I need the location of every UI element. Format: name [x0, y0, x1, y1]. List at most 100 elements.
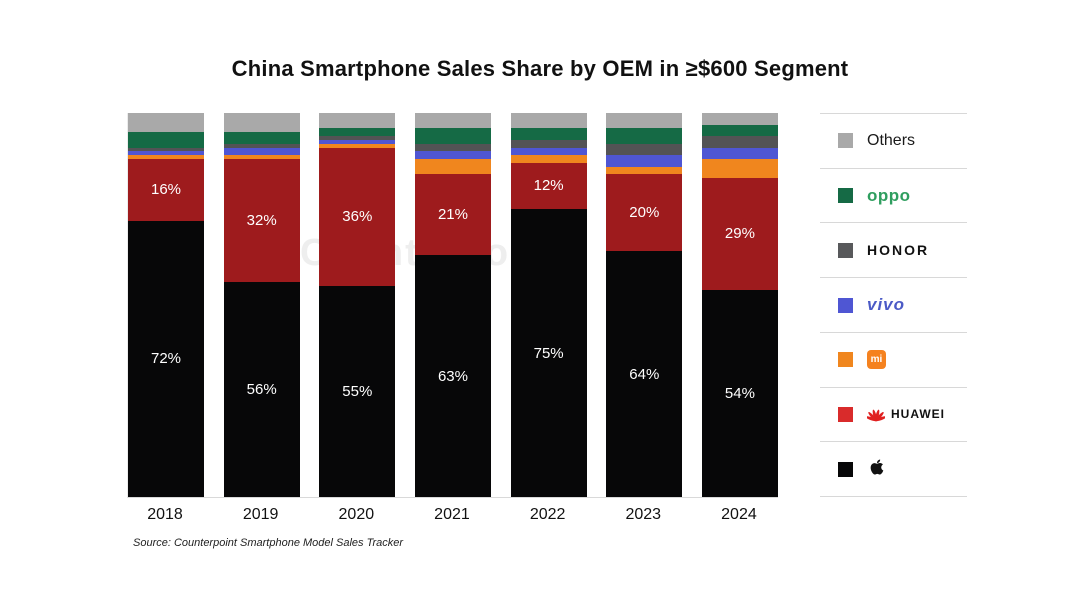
segment-vivo-2023	[606, 155, 683, 167]
segment-oppo-2020	[319, 128, 396, 137]
legend-swatch-honor	[838, 242, 853, 258]
legend-swatch-vivo	[838, 297, 853, 313]
segment-mi-2019	[223, 155, 300, 160]
legend-swatch-apple	[838, 461, 853, 477]
segment-others-2023	[606, 113, 683, 129]
segment-apple-2021: 63%	[414, 255, 491, 497]
segment-value-label: 63%	[437, 367, 468, 385]
segment-mi-2022	[510, 155, 587, 163]
bar-2019: 56% 32%	[223, 113, 300, 497]
segment-value-label: 75%	[533, 344, 564, 362]
segment-others-2024	[701, 113, 778, 125]
segment-value-label: 55%	[342, 382, 373, 400]
segment-huawei-2023: 20%	[606, 174, 683, 252]
segment-apple-2020: 55%	[319, 285, 396, 497]
x-label-2023: 2023	[625, 506, 662, 523]
segment-honor-2024	[701, 136, 778, 148]
segment-others-2019	[223, 113, 300, 133]
segment-huawei-2024: 29%	[701, 178, 778, 290]
segment-value-label: 16%	[150, 181, 182, 199]
bar-2022: 75% 12%	[510, 113, 587, 497]
x-axis-labels: 2018 2019 2020 2021 2022 2023 2024	[127, 506, 777, 524]
bars: 72% 16% 56% 32% 55% 36% 63% 21% 75% 12% 64% 20% 54% 2…	[128, 113, 778, 497]
segment-huawei-2021: 21%	[414, 174, 491, 256]
legend-item-oppo: oppo	[820, 167, 967, 223]
segment-honor-2019	[223, 143, 300, 148]
legend-swatch-others	[838, 133, 853, 149]
bar-2020: 55% 36%	[319, 113, 396, 497]
chart-title: China Smartphone Sales Share by OEM in ≥…	[231, 56, 849, 81]
huawei-brand: HUAWEI	[867, 407, 945, 422]
segment-oppo-2018	[128, 132, 204, 148]
segment-apple-2018: 72%	[128, 220, 204, 497]
segment-huawei-2018: 16%	[128, 159, 204, 221]
segment-honor-2021	[414, 143, 491, 152]
legend: Others oppo HONOR vivo mi HUAWEI	[820, 113, 967, 498]
legend-item-others: Others	[820, 113, 967, 168]
segment-value-label: 12%	[533, 177, 564, 195]
legend-item-apple	[820, 441, 967, 498]
segment-honor-2018	[128, 147, 204, 152]
segment-value-label: 20%	[629, 204, 660, 222]
segment-vivo-2018	[128, 151, 204, 156]
segment-huawei-2020: 36%	[319, 147, 396, 286]
segment-value-label: 72%	[150, 350, 182, 368]
x-label-2019: 2019	[242, 506, 279, 523]
segment-value-label: 32%	[246, 212, 277, 230]
segment-honor-2020	[319, 136, 396, 140]
segment-value-label: 64%	[629, 365, 660, 383]
segment-value-label: 36%	[342, 208, 373, 226]
segment-mi-2020	[319, 143, 396, 148]
segment-value-label: 54%	[724, 384, 755, 402]
segment-others-2020	[319, 113, 396, 129]
x-label-2021: 2021	[434, 506, 470, 523]
x-label-2020: 2020	[338, 506, 375, 523]
bar-2023: 64% 20%	[606, 113, 683, 497]
segment-vivo-2021	[414, 151, 491, 160]
segment-mi-2018	[128, 155, 204, 160]
segment-value-label: 56%	[246, 380, 277, 398]
honor-wordmark: HONOR	[867, 242, 930, 259]
segment-oppo-2024	[701, 124, 778, 137]
legend-item-mi: mi	[820, 331, 967, 387]
segment-oppo-2023	[606, 128, 683, 144]
segment-oppo-2022	[510, 128, 587, 140]
bar-2018: 72% 16%	[128, 113, 204, 497]
segment-vivo-2022	[510, 147, 587, 156]
oppo-wordmark: oppo	[867, 185, 911, 205]
segment-huawei-2022: 12%	[510, 162, 587, 209]
segment-huawei-2019: 32%	[223, 159, 300, 282]
segment-mi-2021	[414, 159, 491, 175]
segment-apple-2023: 64%	[606, 251, 683, 497]
others-wordmark: Others	[867, 131, 916, 149]
legend-item-huawei: HUAWEI	[820, 386, 967, 442]
segment-value-label: 21%	[437, 206, 468, 224]
legend-swatch-oppo	[838, 188, 853, 204]
xiaomi-mi-logo-icon: mi	[867, 350, 886, 370]
segment-honor-2022	[510, 139, 587, 148]
x-label-2024: 2024	[721, 506, 757, 523]
legend-swatch-mi	[838, 352, 853, 368]
segment-oppo-2021	[414, 128, 491, 144]
segment-apple-2024: 54%	[701, 289, 778, 497]
segment-mi-2024	[701, 159, 778, 179]
segment-mi-2023	[606, 166, 683, 175]
segment-vivo-2019	[223, 147, 300, 156]
segment-apple-2019: 56%	[223, 281, 300, 497]
legend-item-vivo: vivo	[820, 277, 967, 332]
legend-swatch-huawei	[838, 406, 853, 422]
segment-vivo-2024	[701, 147, 778, 160]
huawei-wordmark: HUAWEI	[891, 407, 945, 422]
vivo-wordmark: vivo	[867, 295, 906, 315]
segment-oppo-2019	[223, 132, 300, 144]
plot-area: 72% 16% 56% 32% 55% 36% 63% 21% 75% 12% 64% 20% 54% 2…	[127, 113, 778, 498]
segment-honor-2023	[606, 143, 683, 156]
apple-logo-icon	[870, 459, 884, 475]
segment-others-2021	[414, 113, 491, 129]
apple-brand	[867, 456, 887, 483]
segment-value-label: 29%	[724, 225, 755, 243]
source-note: Source: Counterpoint Smartphone Model Sa…	[133, 537, 404, 549]
x-label-2022: 2022	[529, 506, 566, 523]
segment-vivo-2020	[319, 139, 396, 144]
